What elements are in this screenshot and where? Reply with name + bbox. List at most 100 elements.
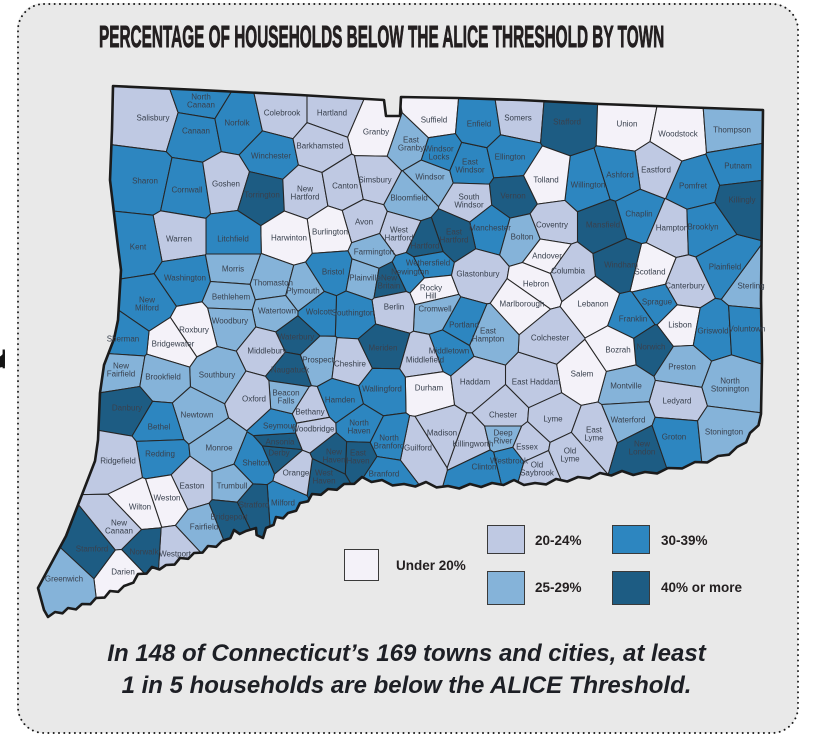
svg-text:Farmington: Farmington xyxy=(354,248,394,257)
svg-text:Columbia: Columbia xyxy=(551,267,585,276)
svg-text:Simsbury: Simsbury xyxy=(358,176,391,185)
svg-text:Canterbury: Canterbury xyxy=(665,282,705,291)
svg-text:North: North xyxy=(349,419,369,428)
svg-text:Westbrook: Westbrook xyxy=(490,457,529,466)
svg-text:Derby: Derby xyxy=(268,449,289,458)
svg-text:Darien: Darien xyxy=(111,568,135,577)
svg-text:River: River xyxy=(494,437,513,446)
svg-text:New: New xyxy=(111,519,127,528)
svg-text:Granby: Granby xyxy=(398,144,424,153)
svg-text:New: New xyxy=(381,274,397,283)
svg-text:Plainfield: Plainfield xyxy=(709,263,741,272)
svg-text:Milford: Milford xyxy=(271,499,295,508)
svg-text:Waterford: Waterford xyxy=(611,416,646,425)
svg-text:Woodstock: Woodstock xyxy=(658,130,698,139)
svg-text:Litchfield: Litchfield xyxy=(217,235,249,244)
svg-text:Groton: Groton xyxy=(662,433,686,442)
svg-text:Middlebury: Middlebury xyxy=(247,347,286,356)
svg-text:Windsor: Windsor xyxy=(415,173,445,182)
svg-text:Greenwich: Greenwich xyxy=(45,575,83,584)
svg-text:Torrington: Torrington xyxy=(244,191,280,200)
svg-text:Wolcott: Wolcott xyxy=(306,308,333,317)
svg-text:Enfield: Enfield xyxy=(467,120,491,129)
svg-text:East: East xyxy=(403,136,420,145)
svg-text:New: New xyxy=(113,362,129,371)
svg-text:Lebanon: Lebanon xyxy=(577,300,608,309)
svg-text:Thomaston: Thomaston xyxy=(253,279,293,288)
svg-text:Meriden: Meriden xyxy=(369,344,398,353)
svg-text:Brookfield: Brookfield xyxy=(145,373,181,382)
svg-text:Cromwell: Cromwell xyxy=(418,305,452,314)
svg-text:Branford: Branford xyxy=(374,442,405,451)
svg-text:Windsor: Windsor xyxy=(424,145,454,154)
svg-text:Madison: Madison xyxy=(427,429,457,438)
svg-text:Newtown: Newtown xyxy=(181,411,214,420)
svg-text:Norwich: Norwich xyxy=(637,343,666,352)
svg-text:Norfolk: Norfolk xyxy=(224,119,250,128)
svg-text:Willington: Willington xyxy=(571,181,606,190)
svg-text:Stratford: Stratford xyxy=(239,501,270,510)
svg-text:Colchester: Colchester xyxy=(531,334,570,343)
svg-text:Norwalk: Norwalk xyxy=(130,548,160,557)
svg-text:Trumbull: Trumbull xyxy=(217,482,248,491)
svg-text:Wilton: Wilton xyxy=(129,503,151,512)
svg-text:Southbury: Southbury xyxy=(199,371,235,380)
svg-text:Locks: Locks xyxy=(429,153,450,162)
svg-text:Rocky: Rocky xyxy=(420,284,442,293)
svg-text:Wallingford: Wallingford xyxy=(362,385,402,394)
svg-text:Monroe: Monroe xyxy=(205,444,233,453)
svg-text:Beacon: Beacon xyxy=(272,389,299,398)
svg-text:Lisbon: Lisbon xyxy=(668,321,692,330)
svg-text:Hamden: Hamden xyxy=(325,396,355,405)
svg-text:East: East xyxy=(480,327,497,336)
svg-text:Easton: Easton xyxy=(180,482,205,491)
svg-text:Brooklyn: Brooklyn xyxy=(687,223,718,232)
svg-text:Ledyard: Ledyard xyxy=(663,397,692,406)
svg-text:Ansonia: Ansonia xyxy=(266,438,295,447)
svg-text:Orange: Orange xyxy=(283,469,310,478)
svg-text:Colebrook: Colebrook xyxy=(264,109,301,118)
svg-text:Canaan: Canaan xyxy=(182,127,210,136)
svg-text:Naugatuck: Naugatuck xyxy=(271,366,310,375)
svg-text:West: West xyxy=(315,469,334,478)
svg-text:Westport: Westport xyxy=(159,550,192,559)
svg-text:Union: Union xyxy=(617,120,638,129)
svg-text:Stamford: Stamford xyxy=(76,545,108,554)
svg-text:Vernon: Vernon xyxy=(500,192,525,201)
svg-text:Stonington: Stonington xyxy=(711,385,749,394)
svg-text:Haven: Haven xyxy=(312,477,335,486)
svg-text:Old: Old xyxy=(564,447,576,456)
svg-text:Hartford: Hartford xyxy=(291,193,320,202)
svg-text:Burlington: Burlington xyxy=(312,228,348,237)
svg-text:Voluntown: Voluntown xyxy=(729,325,766,334)
svg-text:Montville: Montville xyxy=(610,382,642,391)
svg-text:Danbury: Danbury xyxy=(112,404,142,413)
svg-text:Haven: Haven xyxy=(347,427,370,436)
svg-text:Hartland: Hartland xyxy=(317,109,347,118)
svg-text:Bethany: Bethany xyxy=(295,408,324,417)
svg-text:Hampton: Hampton xyxy=(656,224,688,233)
svg-text:Haven: Haven xyxy=(322,456,345,465)
svg-text:Canaan: Canaan xyxy=(187,101,215,110)
svg-text:Ellington: Ellington xyxy=(495,153,526,162)
svg-text:Prospect: Prospect xyxy=(302,356,334,365)
svg-text:Canaan: Canaan xyxy=(105,527,133,536)
svg-text:East: East xyxy=(462,158,479,167)
svg-text:Middlefield: Middlefield xyxy=(406,356,444,365)
svg-text:Andover: Andover xyxy=(532,252,562,261)
svg-text:Chaplin: Chaplin xyxy=(625,210,652,219)
svg-text:Griswold: Griswold xyxy=(697,327,728,336)
svg-text:Canton: Canton xyxy=(332,182,358,191)
svg-text:Haven: Haven xyxy=(346,457,369,466)
svg-text:Lyme: Lyme xyxy=(560,455,580,464)
svg-text:Sherman: Sherman xyxy=(107,335,139,344)
svg-text:Sterling: Sterling xyxy=(737,282,764,291)
svg-text:Harwinton: Harwinton xyxy=(271,234,307,243)
svg-text:East Haddam: East Haddam xyxy=(512,378,561,387)
svg-text:Roxbury: Roxbury xyxy=(179,326,209,335)
svg-text:Wethersfield: Wethersfield xyxy=(406,259,450,268)
svg-text:Thompson: Thompson xyxy=(713,126,751,135)
svg-text:Salem: Salem xyxy=(571,370,594,379)
svg-text:Chester: Chester xyxy=(489,411,517,420)
svg-text:Shelton: Shelton xyxy=(242,459,269,468)
